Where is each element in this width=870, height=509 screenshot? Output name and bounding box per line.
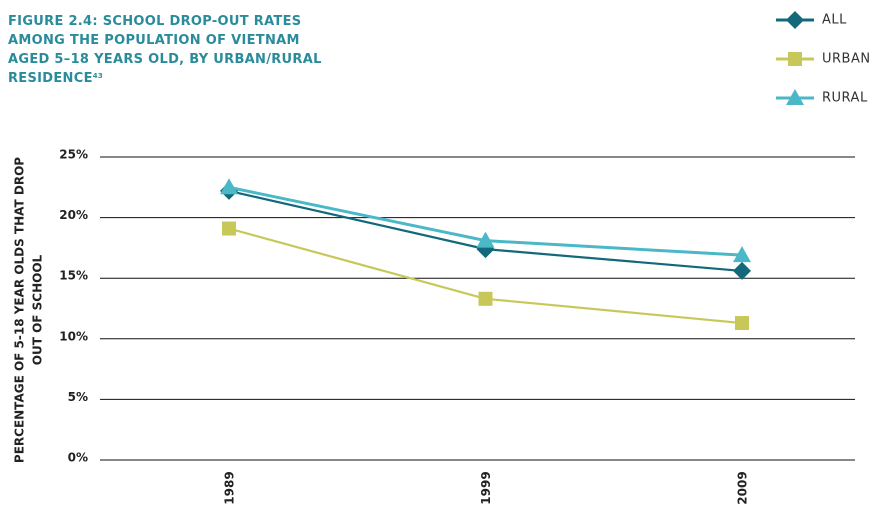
y-tick-label: 5% [68,390,88,404]
y-tick-label: 10% [59,329,88,343]
title-line: FIGURE 2.4: SCHOOL DROP-OUT RATES [8,14,302,29]
data-point [476,231,495,248]
y-tick-label: 25% [59,148,88,162]
legend-label: URBAN [822,52,870,67]
title-line: AGED 5–18 YEARS OLD, BY URBAN/RURAL [8,52,322,67]
legend-marker [788,52,802,66]
y-axis-label: PERCENTAGE OF 5-18 YEAR OLDS THAT DROP [13,157,27,463]
data-point [733,261,751,280]
title-line: RESIDENCE [8,71,93,86]
footnote-marker: 43 [92,72,104,80]
x-tick-label: 2009 [736,471,750,504]
y-tick-label: 15% [59,269,88,283]
legend-label: RURAL [822,91,868,106]
title-line: AMONG THE POPULATION OF VIETNAM [8,33,300,48]
data-point [478,291,493,306]
y-tick-label: 0% [68,451,88,465]
x-tick-label: 1989 [223,471,237,504]
chart-title: FIGURE 2.4: SCHOOL DROP-OUT RATES AMONG T… [8,12,322,88]
legend-label: ALL [822,13,847,28]
data-point [735,316,749,331]
y-axis-label: OUT OF SCHOOL [31,254,45,365]
legend-marker [786,89,804,105]
data-point [733,246,751,263]
x-tick-label: 1999 [479,471,493,504]
y-tick-label: 20% [59,208,88,222]
data-point [220,178,238,195]
data-point [222,221,236,236]
legend-marker [786,11,804,29]
